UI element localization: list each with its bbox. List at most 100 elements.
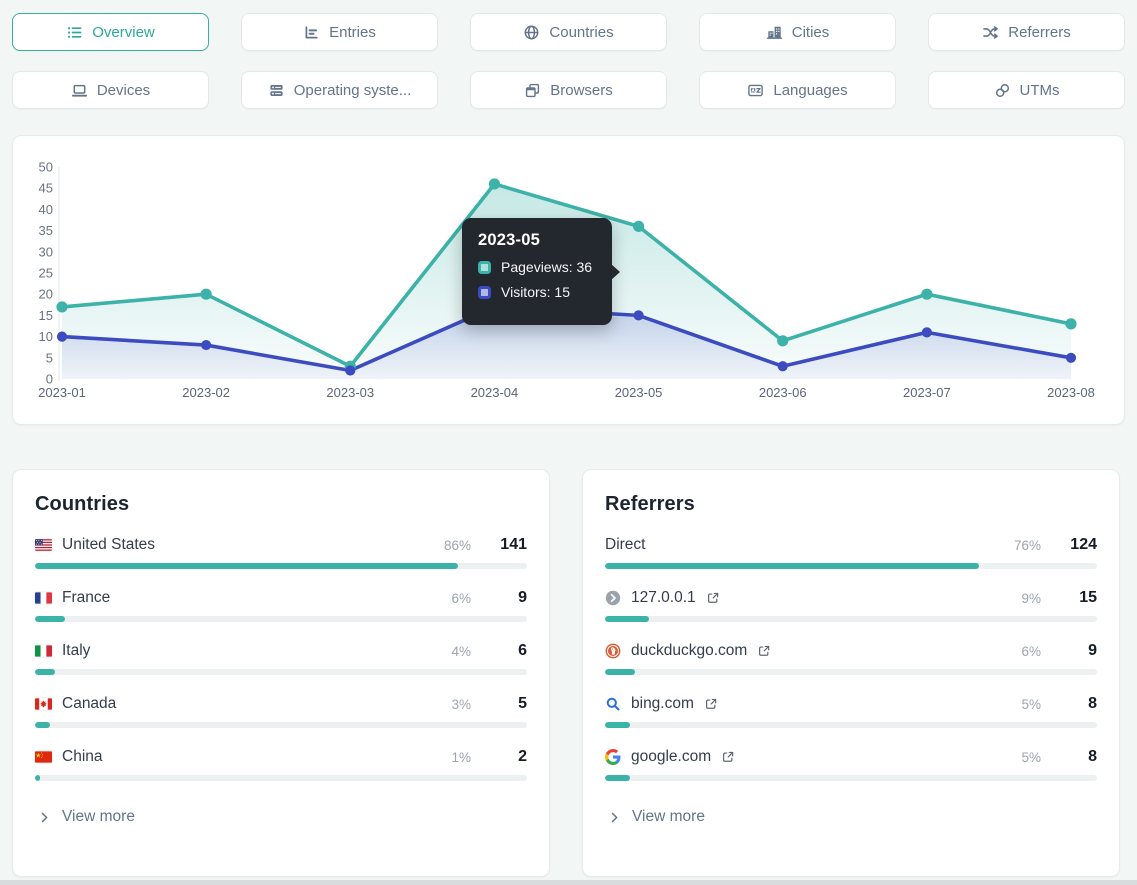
progress-bar [35, 616, 527, 622]
list-item-count: 8 [1088, 748, 1097, 765]
tooltip-title: 2023-05 [478, 231, 540, 249]
list-item: Italy 4% 6 [35, 642, 527, 675]
fr-flag-icon [35, 592, 52, 604]
cn-flag-icon [35, 751, 52, 763]
svg-text:35: 35 [39, 223, 53, 238]
list-item-label: China [62, 748, 103, 765]
progress-bar [605, 563, 1097, 569]
external-link-icon[interactable] [706, 591, 720, 605]
svg-text:25: 25 [39, 266, 53, 281]
progress-bar [605, 722, 1097, 728]
nav-button-browsers[interactable]: Browsers [470, 71, 667, 109]
svg-text:5: 5 [46, 350, 53, 365]
referrers-card-title: Referrers [605, 493, 695, 515]
list-item-label: Canada [62, 695, 117, 712]
list-item-count: 15 [1079, 589, 1097, 606]
nav-button-utms[interactable]: UTMs [928, 71, 1125, 109]
svg-text:30: 30 [39, 244, 53, 259]
progress-bar [605, 775, 1097, 781]
buildings-icon [766, 24, 783, 41]
nav-button-label: Referrers [1008, 23, 1071, 41]
list-item: China 1% 2 [35, 748, 527, 781]
translate-icon [747, 82, 764, 99]
list-item-percent: 9% [1021, 590, 1041, 606]
google-favicon-icon [605, 749, 621, 765]
nav-button-label: Operating syste... [293, 81, 412, 99]
nav-button-referrers[interactable]: Referrers [928, 13, 1125, 51]
nav-button-countries[interactable]: Countries [470, 13, 667, 51]
list-item-percent: 5% [1021, 749, 1041, 765]
list-item-label: google.com [631, 748, 712, 765]
nav-button-label: Devices [96, 81, 151, 99]
list-item: United States 86% 141 [35, 536, 527, 569]
svg-text:40: 40 [39, 202, 53, 217]
bar-chart-icon [303, 24, 320, 41]
list-item: France 6% 9 [35, 589, 527, 622]
view-more-label: View more [62, 808, 135, 825]
list-item-percent: 4% [451, 643, 471, 659]
countries-view-more-link[interactable]: View more [35, 808, 527, 826]
list-item-count: 141 [500, 536, 527, 553]
progress-bar [605, 669, 1097, 675]
list-item-percent: 86% [443, 537, 471, 553]
series-swatch-icon [478, 285, 491, 299]
list-item-count: 9 [1088, 642, 1097, 659]
series-swatch-icon [478, 260, 491, 274]
nav-button-devices[interactable]: Devices [12, 71, 209, 109]
list-item: google.com 5% 8 [605, 748, 1097, 781]
svg-text:2023-03: 2023-03 [326, 385, 374, 400]
list-item-label: Direct [605, 536, 646, 553]
svg-text:15: 15 [39, 308, 53, 323]
list-item-label: bing.com [631, 695, 694, 712]
list-item: 127.0.0.1 9% 15 [605, 589, 1097, 622]
list-item-percent: 6% [1021, 643, 1041, 659]
it-flag-icon [35, 645, 52, 657]
referrers-rows: Direct 76% 124 127.0.0.1 9% 15 duckduckgo.com 6… [605, 536, 1097, 781]
svg-text:2023-02: 2023-02 [182, 385, 230, 400]
countries-card: Countries United States 86% 141 France 6% 9 It… [12, 469, 550, 877]
list-item-count: 124 [1070, 536, 1097, 553]
link-icon [994, 82, 1011, 99]
nav-button-languages[interactable]: Languages [699, 71, 896, 109]
list-item-count: 2 [518, 748, 527, 765]
list-item-percent: 76% [1013, 537, 1041, 553]
bing-favicon-icon [605, 696, 621, 712]
list-item-label: United States [62, 536, 156, 553]
localhost-favicon-icon [605, 590, 621, 606]
svg-text:2023-07: 2023-07 [903, 385, 951, 400]
progress-bar [35, 669, 527, 675]
chevron-right-icon [38, 811, 51, 824]
progress-bar [35, 563, 527, 569]
tooltip-series-text: Visitors: 15 [501, 284, 570, 300]
breakdown-cards: Countries United States 86% 141 France 6% 9 It… [12, 469, 1120, 877]
tooltip-series-pageviews: Pageviews: 36 [478, 259, 596, 275]
list-item-percent: 1% [451, 749, 471, 765]
nav-button-label: Entries [329, 23, 376, 41]
list-item: duckduckgo.com 6% 9 [605, 642, 1097, 675]
nav-button-operating-systems[interactable]: Operating syste... [241, 71, 438, 109]
nav-button-entries[interactable]: Entries [241, 13, 438, 51]
list-item-label: France [62, 589, 111, 606]
progress-bar [605, 616, 1097, 622]
list-item: Direct 76% 124 [605, 536, 1097, 569]
tooltip-rows: Pageviews: 36 Visitors: 15 [478, 259, 596, 300]
svg-text:45: 45 [39, 181, 53, 196]
list-item-count: 6 [518, 642, 527, 659]
chart-tooltip: 2023-05 Pageviews: 36 Visitors: 15 [462, 218, 620, 325]
svg-text:50: 50 [39, 160, 53, 175]
external-link-icon[interactable] [757, 644, 771, 658]
external-link-icon[interactable] [704, 697, 718, 711]
list-item: Canada 3% 5 [35, 695, 527, 728]
nav-button-label: Countries [549, 23, 614, 41]
us-flag-icon [35, 539, 52, 551]
external-link-icon[interactable] [721, 750, 735, 764]
nav-button-cities[interactable]: Cities [699, 13, 896, 51]
nav-button-overview[interactable]: Overview [12, 13, 209, 51]
list-item-percent: 5% [1021, 696, 1041, 712]
referrers-card: Referrers Direct 76% 124 127.0.0.1 9% 15 duckd… [582, 469, 1120, 877]
list-item: bing.com 5% 8 [605, 695, 1097, 728]
progress-bar [35, 775, 527, 781]
ca-flag-icon [35, 698, 52, 710]
referrers-view-more-link[interactable]: View more [605, 808, 1097, 826]
